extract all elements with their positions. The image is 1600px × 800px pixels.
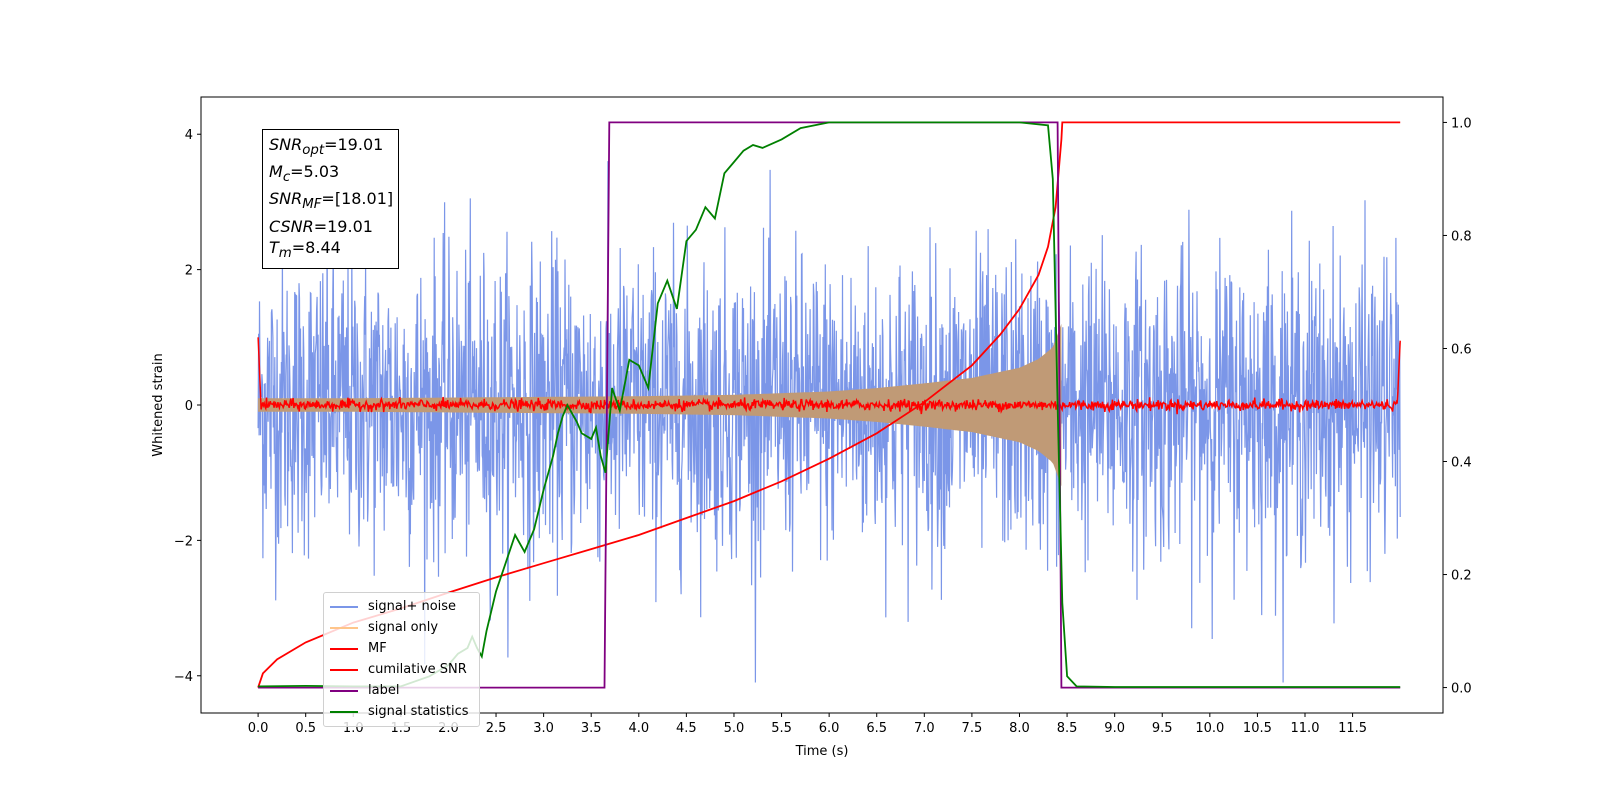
x-tick-label: 11.0 [1291,721,1320,736]
x-tick-label: 5.0 [724,721,745,736]
legend-swatch [330,668,358,671]
x-tick-label: 8.0 [1009,721,1030,736]
y-tick-label-right: 0.0 [1451,682,1472,697]
x-tick-label: 5.5 [771,721,792,736]
legend-swatch [330,647,358,650]
stats-annotation-box: SNRopt=19.01 Mc=5.03 SNRMF=[18.01] CSNR=… [262,129,400,269]
stat-snr-mf: SNRMF=[18.01] [269,189,394,213]
x-tick-label: 0.0 [248,721,269,736]
x-tick-label: 6.5 [866,721,887,736]
x-tick-label: 4.5 [676,721,697,736]
x-tick-label: 9.5 [1152,721,1173,736]
y-axis-left: 4 2 0 −2 −4 [174,128,201,685]
x-tick-label: 2.5 [486,721,507,736]
x-axis-label: Time (s) [795,744,849,759]
y-tick-label-right: 0.2 [1451,569,1472,584]
legend-swatch [330,626,358,629]
legend: signal+ noise signal only MF cumilative … [323,592,480,727]
y-tick-label-left: 2 [185,264,193,279]
legend-label: label [368,683,400,698]
x-tick-label: 4.0 [628,721,649,736]
legend-item-signal-statistics: signal statistics [324,701,479,722]
y-tick-label-left: 4 [185,128,193,143]
x-tick-label: 6.0 [819,721,840,736]
y-tick-label-right: 0.4 [1451,456,1472,471]
stat-tm: Tm=8.44 [269,237,341,261]
stat-mc: Mc=5.03 [269,162,340,186]
stat-snr-opt: SNRopt=19.01 [269,135,384,159]
y-tick-label-left: −2 [174,534,193,549]
y-tick-label-right: 0.8 [1451,229,1472,244]
x-tick-label: 11.5 [1338,721,1367,736]
x-tick-label: 7.5 [962,721,983,736]
legend-item-label: label [324,680,479,701]
x-tick-label: 7.0 [914,721,935,736]
legend-label: signal only [368,620,439,635]
legend-swatch [330,605,358,608]
legend-label: signal+ noise [368,599,457,614]
x-tick-label: 8.5 [1057,721,1078,736]
legend-item-signal-only: signal only [324,617,479,638]
legend-label: cumilative SNR [368,662,467,677]
x-tick-label: 10.5 [1243,721,1272,736]
x-tick-label: 9.0 [1104,721,1125,736]
y-tick-label-right: 1.0 [1451,116,1472,131]
y-tick-label-left: 0 [185,399,193,414]
legend-item-signal-noise: signal+ noise [324,596,479,617]
legend-item-mf: MF [324,638,479,659]
x-tick-label: 3.5 [581,721,602,736]
y-tick-label-left: −4 [174,670,193,685]
x-tick-label: 3.0 [533,721,554,736]
legend-swatch [330,710,358,713]
y-axis-right: 1.0 0.8 0.6 0.4 0.2 0.0 [1443,116,1472,697]
legend-label: MF [368,641,387,656]
legend-item-cumulative-snr: cumilative SNR [324,659,479,680]
x-tick-label: 10.0 [1195,721,1224,736]
legend-swatch [330,689,358,692]
series-mf [257,337,1401,415]
legend-label: signal statistics [368,704,469,719]
x-tick-label: 0.5 [295,721,316,736]
stat-csnr: CSNR=19.01 [269,216,373,236]
y-axis-label: Whitened strain [151,353,166,456]
y-tick-label-right: 0.6 [1451,342,1472,357]
